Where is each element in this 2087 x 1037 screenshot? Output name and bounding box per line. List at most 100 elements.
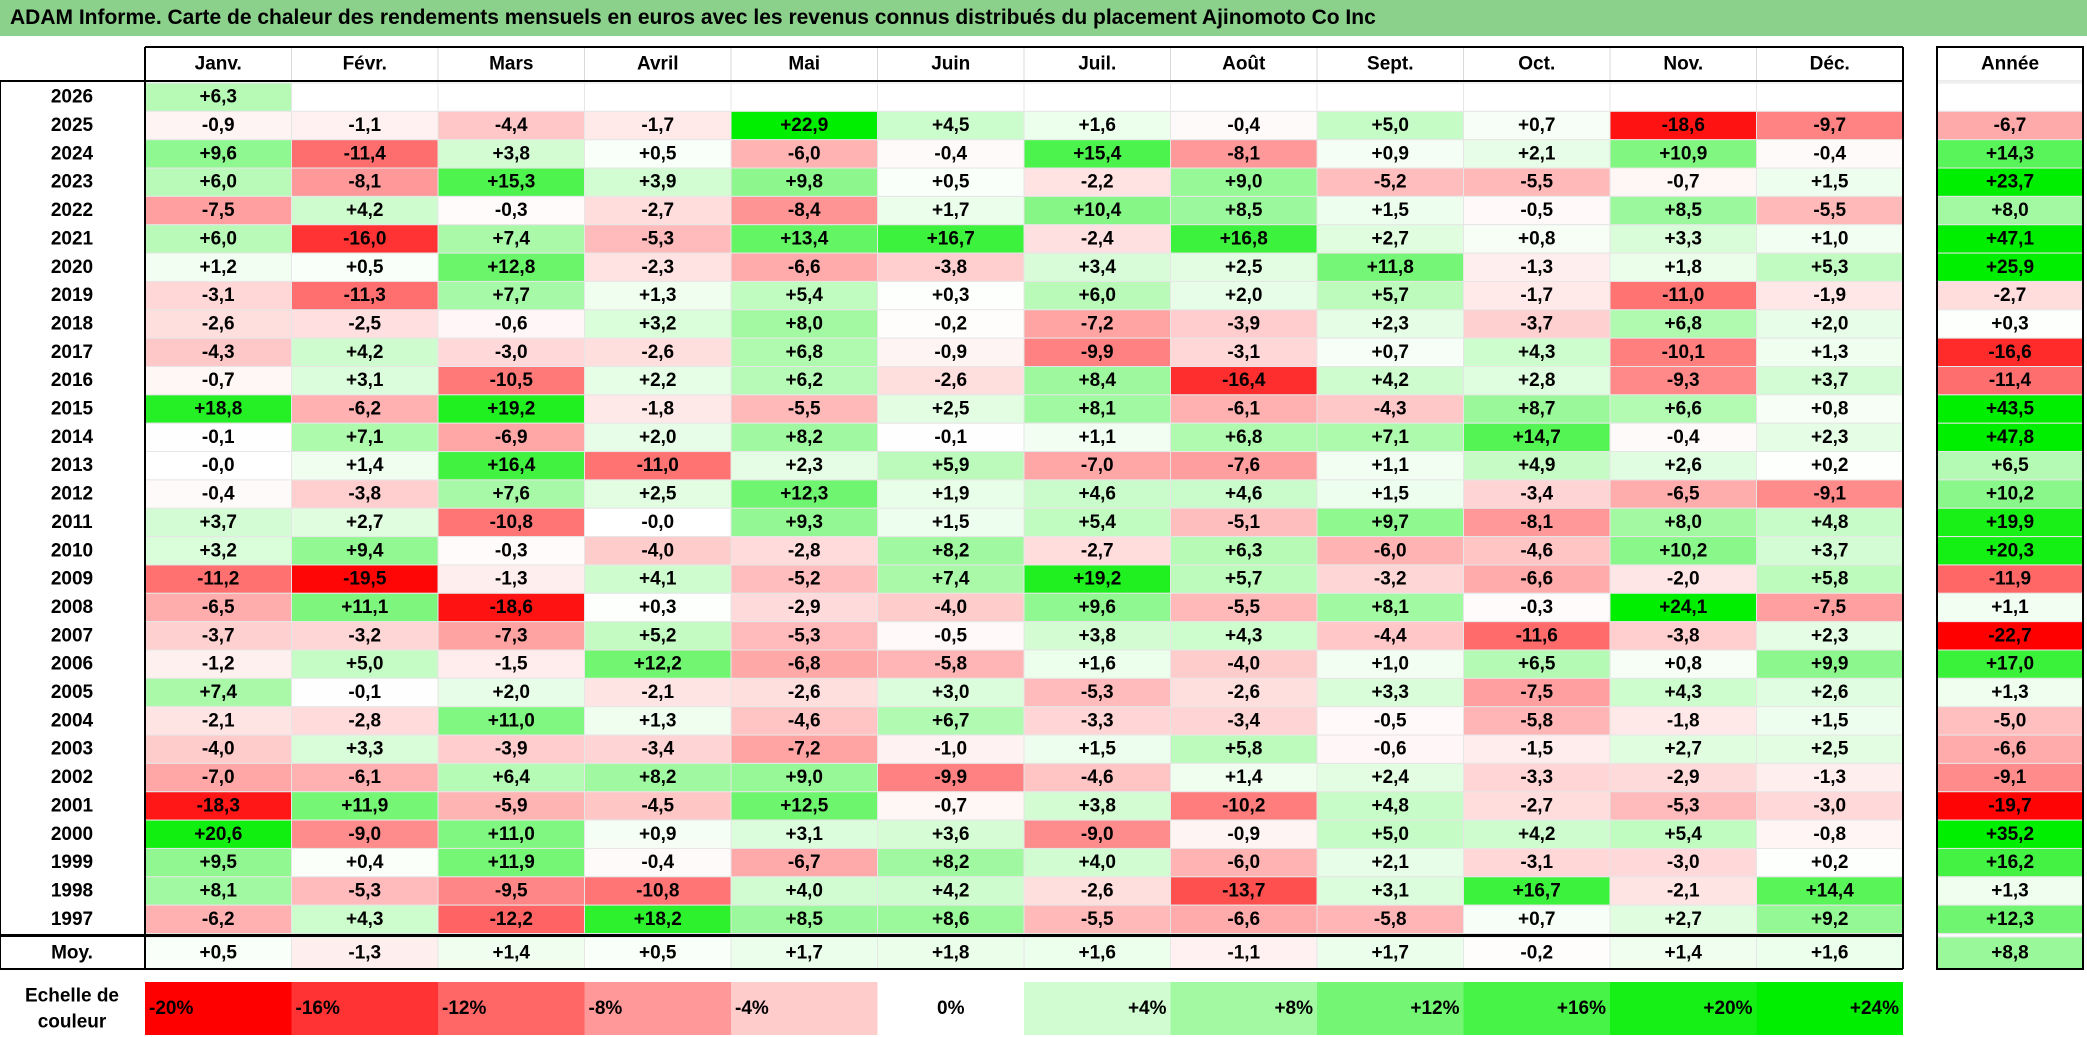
heatmap-cell <box>730 82 878 112</box>
heatmap-cell-value: +3,8 <box>1078 795 1116 816</box>
heatmap-cell <box>877 82 1025 112</box>
heatmap-cell-value: -0,4 <box>641 852 674 873</box>
heatmap-cell <box>1170 847 1318 878</box>
scale-swatch <box>1463 982 1610 1035</box>
heatmap-cell-value: +14,4 <box>1806 880 1855 901</box>
heatmap-cell-value: +9,4 <box>346 540 384 561</box>
heatmap-cell-value: +1,5 <box>1371 484 1409 505</box>
heatmap-cell-value: +4,0 <box>785 880 823 901</box>
heatmap-cell-value: -3,3 <box>1520 767 1553 788</box>
heatmap-cell-value: +4,0 <box>1078 852 1116 873</box>
heatmap-cell <box>1609 677 1757 708</box>
heatmap-cell-value: -5,3 <box>1081 682 1114 703</box>
heatmap-cell-value: -2,5 <box>348 313 381 334</box>
heatmap-cell-value: +14,7 <box>1513 427 1561 448</box>
heatmap-cell-value: +4,3 <box>1664 682 1702 703</box>
heatmap-cell <box>730 280 878 311</box>
annual-total-value: +8,0 <box>1991 200 2029 221</box>
heatmap-cell-value: +8,2 <box>932 540 970 561</box>
heatmap-cell-value: -4,0 <box>934 597 967 618</box>
annual-total-cell <box>1936 82 2084 112</box>
heatmap-cell <box>1609 536 1757 566</box>
heatmap-cell-value: +1,7 <box>932 200 970 221</box>
heatmap-cell-value: -0,6 <box>495 313 528 334</box>
heatmap-cell <box>1023 224 1171 254</box>
heatmap-cell <box>877 734 1025 764</box>
heatmap-cell <box>1316 479 1464 509</box>
heatmap-cell <box>437 649 585 679</box>
heatmap-cell <box>877 876 1025 906</box>
heatmap-cell-value: -2,9 <box>788 597 821 618</box>
heatmap-cell <box>877 791 1025 821</box>
heatmap-cell <box>1463 536 1611 566</box>
heatmap-cell-value: +6,0 <box>199 172 237 193</box>
heatmap-cell-value: -5,5 <box>1520 172 1553 193</box>
heatmap-cell-value: +7,4 <box>492 228 530 249</box>
heatmap-cell-value: +12,5 <box>780 795 829 816</box>
average-cell-value: +0,5 <box>199 943 237 964</box>
heatmap-cell <box>584 139 732 169</box>
average-cell-value: +1,4 <box>1664 943 1702 964</box>
heatmap-cell-value: +9,6 <box>1078 597 1116 618</box>
heatmap-cell-value: +4,8 <box>1371 795 1409 816</box>
heatmap-cell-value: -1,3 <box>1813 767 1846 788</box>
heatmap-cell <box>877 847 1025 878</box>
heatmap-cell-value: -5,8 <box>1374 909 1407 930</box>
heatmap-cell-value: -0,5 <box>934 625 967 646</box>
heatmap-cell <box>144 592 292 623</box>
average-cell <box>291 936 439 970</box>
heatmap-cell-value: +3,2 <box>199 540 237 561</box>
heatmap-cell-value: -0,7 <box>934 795 967 816</box>
heatmap-cell-value: -13,7 <box>1222 880 1265 901</box>
heatmap-cell-value: +12,2 <box>634 654 682 675</box>
heatmap-cell-value: -0,3 <box>495 540 528 561</box>
heatmap-cell <box>437 479 585 509</box>
heatmap-cell <box>1756 649 1904 679</box>
heatmap-cell-value: +4,8 <box>1811 512 1849 533</box>
heatmap-cell <box>437 224 585 254</box>
heatmap-cell-value: -6,9 <box>495 427 528 448</box>
heatmap-cell <box>291 82 439 112</box>
heatmap-cell <box>291 734 439 764</box>
heatmap-cell <box>1609 564 1757 594</box>
heatmap-cell-value: +8,2 <box>639 767 677 788</box>
heatmap-cell <box>877 422 1025 453</box>
heatmap-cell-value: +3,9 <box>639 172 677 193</box>
average-cell-value: +1,6 <box>1078 943 1116 964</box>
year-label: 2014 <box>51 427 94 448</box>
average-cell-value: -1,3 <box>348 943 381 964</box>
annual-total-value: +23,7 <box>1986 172 2034 193</box>
heatmap-cell <box>584 224 732 254</box>
heatmap-cell <box>1170 649 1318 679</box>
heatmap-cell-value: +3,4 <box>1078 257 1116 278</box>
heatmap-cell <box>1463 564 1611 594</box>
heatmap-cell-value: +8,1 <box>199 880 237 901</box>
heatmap-cell-value: -0,2 <box>934 313 967 334</box>
heatmap-cell <box>144 876 292 906</box>
heatmap-cell <box>437 252 585 282</box>
heatmap-cell <box>1023 904 1171 935</box>
heatmap-cell-value: +1,3 <box>639 710 677 731</box>
heatmap-cell <box>1609 762 1757 793</box>
heatmap-cell-value: -9,5 <box>495 880 528 901</box>
heatmap-cell-value: +6,6 <box>1664 399 1702 420</box>
heatmap-cell <box>1463 904 1611 935</box>
heatmap-cell <box>1609 167 1757 197</box>
heatmap-cell <box>437 394 585 424</box>
heatmap-cell <box>1170 734 1318 764</box>
heatmap-cell-value: -2,6 <box>934 370 967 391</box>
year-label: 2005 <box>51 682 94 703</box>
heatmap-cell-value: +6,5 <box>1518 654 1556 675</box>
heatmap-cell <box>1463 649 1611 679</box>
heatmap-cell-value: -7,3 <box>495 625 528 646</box>
heatmap-cell-value: +10,2 <box>1659 540 1707 561</box>
heatmap-cell <box>144 309 292 339</box>
heatmap-cell-value: -10,2 <box>1222 795 1265 816</box>
heatmap-cell <box>291 337 439 367</box>
heatmap-cell <box>1463 451 1611 481</box>
heatmap-cell-value: +0,2 <box>1811 852 1849 873</box>
heatmap-cell <box>1170 110 1318 141</box>
heatmap-cell-value: -3,9 <box>1227 313 1260 334</box>
heatmap-cell-value: +20,6 <box>194 824 242 845</box>
